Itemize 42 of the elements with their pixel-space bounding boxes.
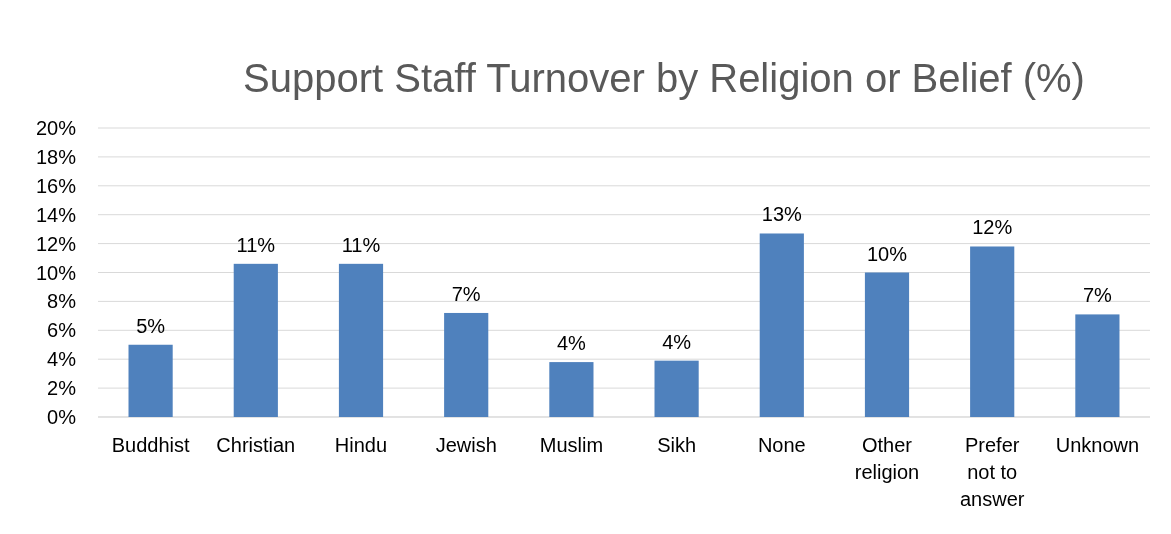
bar xyxy=(444,312,489,417)
x-tick-label: Hindu xyxy=(334,434,388,456)
bar xyxy=(128,344,173,417)
x-tick-label: Buddhist xyxy=(111,434,190,456)
chart-title: Support Staff Turnover by Religion or Belief (%) xyxy=(243,56,1085,100)
bar xyxy=(864,272,910,417)
y-tick-label: 12% xyxy=(35,232,77,255)
y-tick-label: 6% xyxy=(47,319,77,342)
data-label: 12% xyxy=(972,216,1013,239)
bar xyxy=(549,362,594,417)
bar xyxy=(654,360,699,417)
x-tick-label: Muslim xyxy=(539,434,604,456)
bar xyxy=(338,263,384,417)
data-label: 7% xyxy=(1082,284,1113,307)
y-tick-label: 16% xyxy=(35,174,77,197)
y-tick-label: 18% xyxy=(35,145,77,168)
y-tick-label: 0% xyxy=(47,406,77,428)
x-tick-label: Christian xyxy=(216,434,296,456)
x-tick-label: None xyxy=(757,434,806,456)
x-tick-label: Jewish xyxy=(435,434,497,456)
bar xyxy=(970,246,1015,417)
y-tick-label: 20% xyxy=(35,117,77,139)
x-tick-label: Other religion xyxy=(854,434,920,483)
data-label: 7% xyxy=(451,282,481,305)
bar xyxy=(1075,314,1120,417)
x-tick-label: Prefer not to answer xyxy=(959,434,1025,510)
x-tick-label: Unknown xyxy=(1055,434,1140,456)
y-tick-label: 4% xyxy=(47,348,77,371)
data-label: 11% xyxy=(341,233,381,256)
y-tick-label: 10% xyxy=(35,261,77,284)
bar xyxy=(233,263,278,417)
y-tick-label: 2% xyxy=(47,377,77,400)
data-label: 10% xyxy=(866,242,908,265)
bar xyxy=(759,233,804,417)
x-tick-label: Sikh xyxy=(657,434,697,456)
y-tick-label: 14% xyxy=(35,203,77,226)
data-label: 11% xyxy=(236,233,276,256)
data-label: 4% xyxy=(662,330,692,353)
data-label: 5% xyxy=(136,314,166,337)
data-label: 13% xyxy=(761,203,803,226)
data-label: 4% xyxy=(556,332,587,355)
y-tick-label: 8% xyxy=(47,290,77,313)
